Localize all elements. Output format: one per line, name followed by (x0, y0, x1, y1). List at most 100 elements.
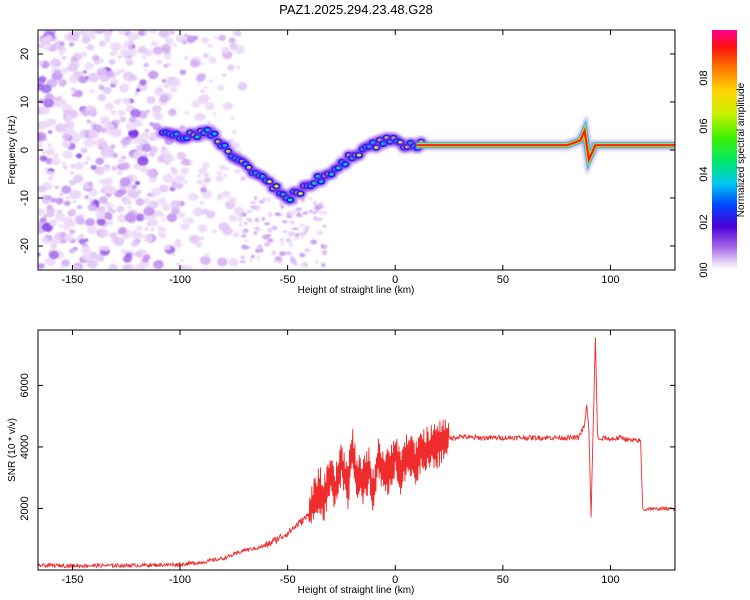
spectrogram-noise-blob (254, 226, 260, 230)
spectrogram-noise-blob (196, 83, 201, 87)
spectrogram-noise-blob (161, 218, 166, 222)
spectrogram-noise-blob (205, 38, 210, 42)
spectrogram-noise-blob (156, 59, 163, 65)
ridge-peak (195, 135, 200, 139)
spectrogram-noise-blob (41, 149, 48, 155)
spectrogram-noise-blob (124, 213, 136, 223)
ridge-peak (343, 162, 348, 166)
spectrogram-noise-blob (80, 147, 88, 154)
spectrogram-noise-blob (104, 38, 111, 43)
spectrogram-noise-blob (200, 256, 211, 266)
spectrogram-noise-blob (61, 67, 69, 74)
spectrogram-noise-blob (139, 79, 147, 86)
spectrogram-noise-blob (232, 232, 240, 238)
spectrogram-noise-blob (68, 32, 79, 42)
spectrogram-noise-blob (63, 165, 68, 170)
spectrogram-noise-blob (98, 141, 109, 150)
spectrogram-noise-blob (87, 203, 98, 212)
spectrogram-noise-blob (203, 267, 208, 270)
snr-y-tick-label: 2000 (19, 496, 31, 520)
spectrogram-noise-blob (172, 43, 177, 47)
spectrogram-noise-blob (203, 176, 212, 184)
spectrogram-noise-blob (61, 55, 67, 60)
spectrogram-noise-blob (240, 176, 246, 182)
spectrogram-noise-blob (119, 177, 131, 187)
spectrogram-noise-blob (202, 53, 209, 59)
spectrogram-noise-blob (46, 150, 53, 156)
colorbar-tick-label: 0.6 (698, 118, 710, 133)
spectrogram-noise-blob (128, 116, 137, 123)
ridge-peak (267, 180, 272, 184)
spectrogram-noise-blob (170, 86, 178, 93)
spectrogram-noise-blob (221, 46, 230, 54)
spectrogram-noise-blob (116, 170, 123, 176)
spectrogram-noise-blob (68, 75, 79, 84)
spectrogram-noise-blob (98, 40, 106, 47)
colorbar-tick-label: 0.2 (698, 214, 710, 229)
spectrogram-noise-blob (271, 250, 277, 256)
spectrogram-noise-blob (137, 156, 149, 166)
spectrogram-noise-blob (243, 221, 248, 226)
spectrogram-noise-blob (150, 227, 155, 232)
spectrogram-noise-blob (170, 30, 175, 35)
spectrogram-noise-blob (73, 174, 84, 184)
spectrogram-noise-blob (257, 244, 263, 250)
spectrogram-noise-blob (200, 89, 206, 94)
spectrogram-noise-blob (163, 83, 170, 89)
spectrogram-noise-blob (114, 189, 124, 198)
spectrogram-noise-blob (116, 205, 125, 213)
spectrogram-noise-blob (163, 153, 175, 163)
spectrogram-noise-blob (316, 217, 323, 222)
spectrogram-noise-blob (218, 34, 227, 42)
snr-x-tick-label: -150 (61, 574, 83, 586)
spectrogram-noise-blob (178, 265, 188, 270)
spectrogram-noise-blob (38, 263, 45, 269)
snr-plot-area (38, 330, 675, 570)
spectrogram-noise-blob (304, 227, 310, 232)
spectrogram-noise-blob (317, 204, 324, 208)
spectrogram-noise-blob (314, 260, 320, 265)
spectrogram-noise-blob (137, 46, 147, 54)
spectrogram-noise-blob (59, 265, 65, 270)
spectrogram-noise-blob (46, 204, 54, 211)
spectrogram-noise-blob (289, 220, 295, 224)
spectrogram-noise-blob (286, 211, 292, 217)
snr-panel: -150 -100 -50 0 50 100 2000 4000 6000 Height of… (7, 329, 676, 596)
spectrogram-noise-blob (80, 246, 91, 255)
spectrogram-noise-blob (186, 217, 195, 224)
spectrogram-noise-blob (74, 162, 84, 170)
spectrogram-noise-blob (279, 202, 283, 206)
spectrogram-noise-blob (264, 242, 271, 247)
spectrogram-noise-blob (207, 43, 213, 48)
spectrogram-ridge-layer (156, 114, 675, 206)
spectrogram-noise-blob (291, 227, 299, 231)
spectrogram-noise-blob (38, 121, 44, 131)
spectrogram-noise-blob (157, 197, 167, 205)
spectrogram-x-tick-label: -150 (61, 274, 83, 286)
spectrogram-noise-blob (88, 72, 100, 83)
spectrogram-noise-blob (79, 234, 84, 238)
snr-x-tick-label: -100 (169, 574, 191, 586)
spectrogram-noise-blob (181, 39, 188, 45)
spectrogram-noise-blob (190, 59, 200, 68)
spectrogram-noise-blob (273, 259, 280, 263)
spectrogram-noise-blob (174, 174, 186, 184)
spectrogram-noise-blob (205, 210, 216, 219)
spectrogram-noise-blob (109, 52, 114, 57)
spectrogram-noise-blob (234, 169, 241, 174)
spectrogram-noise-blob (134, 180, 141, 186)
spectrogram-noise-blob (204, 102, 215, 111)
spectrogram-noise-blob (238, 214, 243, 218)
spectrogram-noise-blob (62, 140, 71, 147)
spectrogram-noise-blob (192, 35, 199, 41)
spectrogram-noise-blob (94, 30, 105, 35)
spectrogram-noise-blob (213, 35, 218, 39)
spectrogram-noise-blob (71, 136, 80, 143)
spectrogram-noise-blob (89, 30, 95, 35)
spectrogram-noise-blob (133, 264, 145, 270)
spectrogram-noise-blob (73, 89, 83, 98)
spectrogram-noise-blob (191, 100, 201, 108)
spectrogram-noise-blob (78, 75, 88, 84)
spectrogram-noise-blob (255, 248, 261, 254)
snr-series-line (38, 337, 675, 569)
